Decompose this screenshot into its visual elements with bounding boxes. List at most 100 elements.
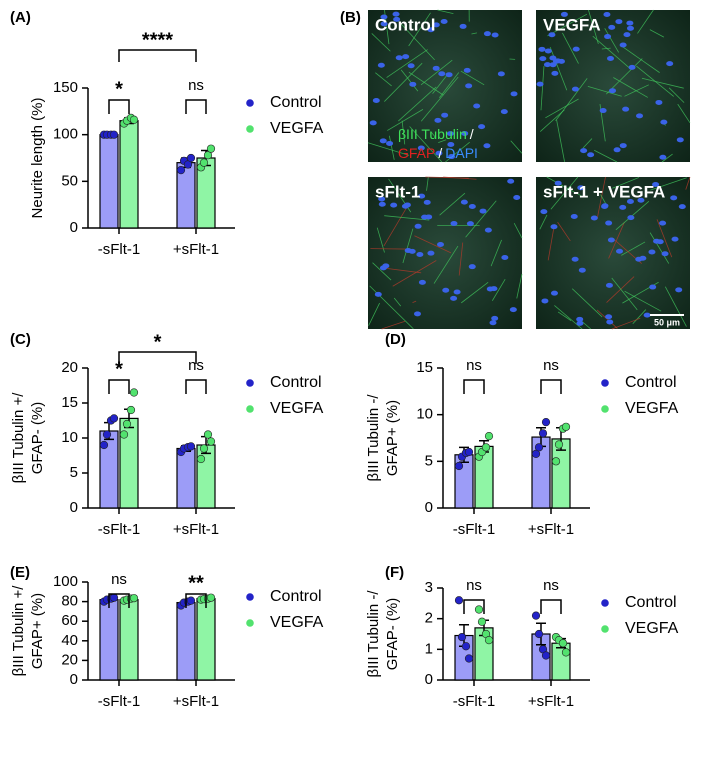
nucleus — [600, 108, 607, 113]
x-tick-label: -sFlt-1 — [98, 521, 141, 538]
y-tick-label: 0 — [425, 499, 433, 516]
legend-marker — [246, 593, 254, 601]
nucleus — [619, 205, 626, 210]
image-title: VEGFA — [543, 15, 601, 34]
nucleus — [626, 21, 633, 26]
data-point — [110, 594, 118, 602]
nucleus — [370, 120, 377, 125]
nucleus — [380, 138, 387, 143]
y-axis-label: βIII Tubulin -/ — [365, 590, 382, 678]
nucleus — [484, 31, 491, 36]
significance-label: ns — [111, 571, 127, 588]
nucleus — [507, 179, 514, 184]
nucleus — [408, 63, 415, 68]
nucleus — [622, 107, 629, 112]
legend-label: VEGFA — [270, 400, 324, 417]
significance-label: ns — [188, 77, 204, 94]
data-point — [120, 431, 128, 439]
nucleus — [510, 307, 517, 312]
nucleus — [485, 228, 492, 233]
x-tick-label: -sFlt-1 — [98, 241, 141, 258]
data-point — [562, 423, 570, 431]
y-tick-label: 0 — [70, 499, 78, 516]
nucleus — [465, 83, 472, 88]
nucleus — [572, 87, 579, 92]
y-tick-label: 0 — [70, 219, 78, 236]
nucleus — [635, 257, 642, 262]
nucleus — [606, 320, 613, 325]
data-point — [539, 430, 547, 438]
nucleus — [501, 109, 508, 114]
nucleus — [672, 237, 679, 242]
image-title: Control — [375, 15, 435, 34]
nucleus — [375, 292, 382, 297]
nucleus — [679, 204, 686, 209]
nucleus — [469, 204, 476, 209]
data-point — [482, 444, 490, 452]
nucleus — [538, 47, 545, 52]
bar — [197, 445, 215, 508]
data-point — [123, 420, 131, 428]
nucleus — [606, 283, 613, 288]
legend-label: Control — [270, 374, 322, 391]
bar — [177, 449, 195, 509]
significance-label: **** — [142, 29, 173, 51]
stain-label: / — [470, 126, 474, 142]
y-tick-label: 10 — [416, 406, 433, 423]
panel-label: (F) — [385, 564, 404, 581]
nucleus — [605, 221, 612, 226]
significance-bracket — [464, 380, 484, 394]
nucleus — [615, 19, 622, 24]
panel-label: (C) — [10, 331, 31, 348]
x-tick-label: +sFlt-1 — [528, 521, 574, 538]
nucleus — [659, 221, 666, 226]
data-point — [130, 116, 138, 124]
nucleus — [511, 91, 518, 96]
nucleus — [609, 88, 616, 93]
nucleus — [427, 251, 434, 256]
y-axis-label: βIII Tubulin -/ — [365, 394, 382, 482]
nucleus — [450, 221, 457, 226]
nucleus — [396, 55, 403, 60]
data-point — [207, 594, 215, 602]
y-tick-label: 20 — [61, 359, 78, 376]
data-point — [177, 166, 185, 174]
nucleus — [666, 61, 673, 66]
legend-marker — [246, 619, 254, 627]
data-point — [555, 441, 563, 449]
data-point — [458, 633, 466, 641]
nucleus — [644, 313, 651, 318]
nucleus — [573, 47, 580, 52]
nucleus — [629, 65, 636, 70]
data-point — [542, 652, 550, 660]
y-tick-label: 5 — [425, 452, 433, 469]
y-axis-label: GFAP- (%) — [384, 598, 401, 671]
y-axis-label: Neurite length (%) — [29, 98, 46, 219]
data-point — [475, 606, 483, 614]
nucleus — [579, 268, 586, 273]
legend-label: VEGFA — [270, 120, 324, 137]
nucleus — [415, 224, 422, 229]
y-tick-label: 100 — [53, 126, 78, 143]
stain-label: DAPI — [445, 145, 478, 161]
nucleus — [571, 214, 578, 219]
nucleus — [460, 24, 467, 29]
data-point — [535, 444, 543, 452]
data-point — [197, 455, 205, 463]
data-point — [455, 462, 463, 470]
data-point — [562, 649, 570, 657]
y-axis-label: βIII Tubulin +/ — [10, 585, 27, 677]
nucleus — [492, 32, 499, 37]
nucleus — [576, 321, 583, 326]
y-tick-label: 60 — [61, 612, 78, 629]
significance-label: ns — [466, 577, 482, 594]
nucleus — [480, 209, 487, 214]
legend-label: Control — [625, 594, 677, 611]
data-point — [100, 441, 108, 449]
bar — [197, 599, 215, 680]
legend-label: Control — [270, 588, 322, 605]
nucleus — [490, 286, 497, 291]
nucleus — [553, 59, 560, 64]
